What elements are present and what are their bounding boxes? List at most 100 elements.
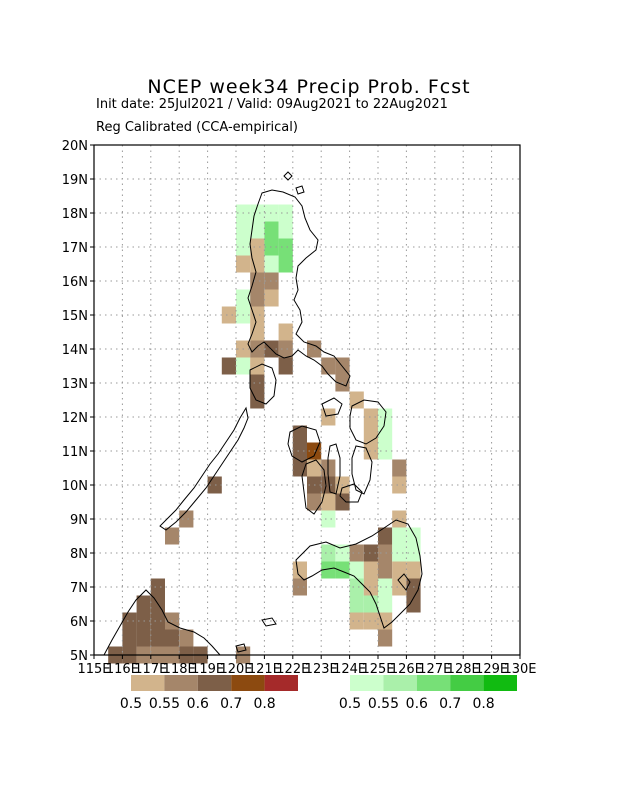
legend-wet-swatch [350,675,384,691]
probability-cell [349,544,364,562]
y-tick-label: 5N [70,649,88,664]
probability-cell [378,544,393,562]
probability-cell [378,595,393,613]
probability-cell [363,544,378,562]
probability-cell [392,510,407,528]
y-tick-label: 15N [62,309,88,324]
probability-cell [378,425,393,443]
y-tick-label: 6N [70,615,88,630]
probability-cell [321,544,336,562]
x-tick-label: 118E [163,662,196,677]
probability-cell [392,459,407,477]
probability-cell [378,527,393,545]
probability-cell [392,476,407,494]
subtitle-dates: Init date: 25Jul2021 / Valid: 09Aug2021 … [96,97,448,112]
probability-cell [150,578,165,596]
x-tick-label: 121E [248,662,281,677]
y-tick-label: 18N [62,207,88,222]
probability-cell [321,561,336,579]
legend-dry-swatch [131,675,165,691]
legend-wet-swatch [450,675,484,691]
y-tick-label: 13N [62,377,88,392]
legend-wet-label: 0.7 [439,696,461,712]
probability-cell [236,357,251,375]
probability-cell [292,578,307,596]
probability-cell [392,544,407,562]
x-tick-label: 123E [305,662,338,677]
probability-cell [250,289,265,307]
legend-wet-swatch [416,675,451,691]
probability-cell [136,595,151,613]
coastline-luzon [247,189,351,387]
x-tick-label: 126E [390,662,423,677]
y-tick-label: 16N [62,275,88,290]
probability-cell [406,595,421,613]
coastline-cebu [327,443,341,495]
probability-cell [349,578,364,596]
map-frame [93,144,521,656]
coastline-babuyan [295,185,305,195]
probability-cell [349,612,364,630]
probability-cell [349,595,364,613]
legend-wet-label: 0.6 [406,696,428,712]
probability-cell [122,629,137,647]
y-axis-ticks: 5N 6N 7N 8N 9N 10N 11N 12N 13N 14N 15N 16N 17N 18N 19N… [62,139,94,664]
probability-cell [250,272,265,290]
probability-cell [250,221,265,239]
coastline-palawan [159,406,249,531]
probability-cell [392,527,407,545]
y-tick-label: 11N [62,445,88,460]
probability-cell [363,442,378,460]
probability-cell [264,221,279,239]
probability-cell [363,408,378,426]
coastline-masbate [321,397,343,417]
x-tick-label: 127E [418,662,451,677]
probability-cell [378,578,393,596]
legend-wet-label: 0.55 [368,696,399,712]
probability-cell [363,595,378,613]
probability-cell [179,510,194,528]
probability-cell [236,289,251,307]
coastlines [103,171,423,656]
probability-cell [363,612,378,630]
x-tick-label: 130E [503,662,536,677]
probability-cell [122,612,137,630]
legend-wet-swatch [383,675,417,691]
probability-cell [278,255,293,273]
probability-cell [321,510,336,528]
probability-cell [250,306,265,324]
y-tick-label: 14N [62,343,88,358]
probability-cell [236,221,251,239]
legend-dry-label: 0.55 [149,696,180,712]
coastline-batanes [283,171,293,181]
x-tick-label: 116E [106,662,139,677]
probability-cell [363,561,378,579]
probability-cell [165,527,180,545]
probability-cell [221,357,236,375]
probability-cell [250,340,265,358]
x-tick-label: 120E [219,662,252,677]
probability-cell [264,289,279,307]
x-tick-label: 117E [134,662,167,677]
probability-cell [278,221,293,239]
probability-cell [292,425,307,443]
y-tick-label: 10N [62,479,88,494]
probability-cell [250,255,265,273]
coastline-samar [349,399,387,445]
probability-cell [221,306,236,324]
legend-dry-swatch [197,675,232,691]
probability-cell [321,357,336,375]
coastline-borneo [103,589,221,656]
probability-cell [250,238,265,256]
x-tick-label: 122E [276,662,309,677]
probability-cell [264,255,279,273]
probability-cell [363,578,378,596]
map-title: NCEP week34 Precip Prob. Fcst [147,76,471,98]
probability-cell [150,612,165,630]
x-tick-label: 129E [475,662,508,677]
probability-cell [335,493,350,511]
legend-dry-swatch [231,675,265,691]
coastline-mindanao [295,519,423,629]
legend-dry-label: 0.7 [220,696,242,712]
